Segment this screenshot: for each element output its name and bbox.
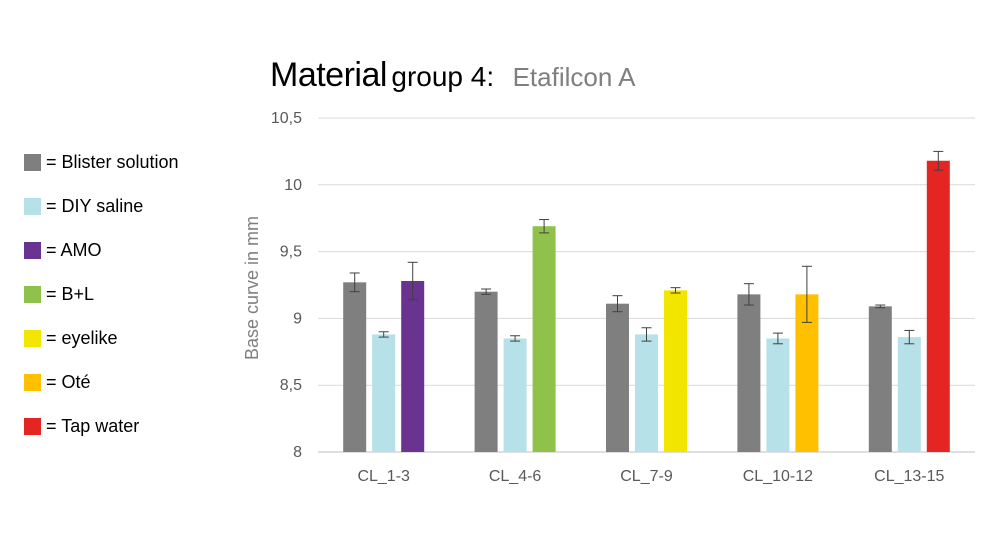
legend-item: = eyelike: [24, 316, 179, 360]
bar: [868, 306, 892, 452]
bar: [664, 290, 687, 452]
y-axis-label: Base curve in mm: [242, 216, 262, 360]
y-tick-label: 10: [284, 177, 302, 194]
bar: [343, 282, 367, 452]
legend-swatch: [24, 241, 41, 259]
legend-item: = Tap water: [24, 404, 179, 448]
bar: [503, 338, 527, 452]
x-tick-label: CL_13-15: [874, 468, 944, 485]
legend-label: = Oté: [46, 371, 91, 392]
chart-title: Material group 4: Etafilcon A: [270, 56, 635, 95]
legend-label: = Tap water: [46, 415, 140, 436]
bar: [606, 303, 629, 452]
bar: [474, 291, 498, 452]
legend-item: = AMO: [24, 228, 179, 272]
legend-swatch: [24, 153, 41, 171]
y-tick-label: 9,5: [280, 244, 302, 261]
legend-swatch: [24, 417, 41, 435]
bar: [737, 294, 761, 452]
x-tick-label: CL_10-12: [743, 468, 813, 485]
y-tick-label: 9: [293, 310, 302, 327]
chart-subtitle: Etafilcon A: [512, 62, 636, 92]
bar: [795, 294, 819, 452]
y-tick-label: 10,5: [271, 110, 302, 127]
y-tick-label: 8: [293, 444, 302, 461]
bar: [897, 337, 921, 452]
bar: [532, 226, 556, 452]
x-tick-label: CL_7-9: [620, 468, 673, 485]
chart-title-group: group 4:: [391, 61, 495, 92]
legend-label: = DIY saline: [46, 195, 144, 216]
bar: [635, 334, 658, 452]
legend-swatch: [24, 373, 41, 391]
legend-label: = B+L: [46, 283, 95, 304]
legend-swatch: [24, 197, 41, 215]
legend: = Blister solution = DIY saline = AMO = B+L…: [24, 140, 179, 448]
chart-title-main: Material: [270, 56, 387, 94]
bar: [372, 334, 396, 452]
x-tick-label: CL_1-3: [357, 468, 410, 485]
legend-item: = Blister solution: [24, 140, 179, 184]
legend-item: = B+L: [24, 272, 179, 316]
legend-swatch: [24, 329, 41, 347]
bar: [766, 338, 790, 452]
legend-label: = eyelike: [46, 327, 118, 348]
y-tick-label: 8,5: [280, 377, 302, 394]
legend-label: = Blister solution: [46, 151, 179, 172]
legend-item: = Oté: [24, 360, 179, 404]
legend-item: = DIY saline: [24, 184, 179, 228]
bar: [926, 160, 950, 452]
legend-label: = AMO: [46, 239, 102, 260]
bar: [401, 280, 425, 452]
legend-swatch: [24, 285, 41, 303]
x-tick-label: CL_4-6: [489, 468, 542, 485]
